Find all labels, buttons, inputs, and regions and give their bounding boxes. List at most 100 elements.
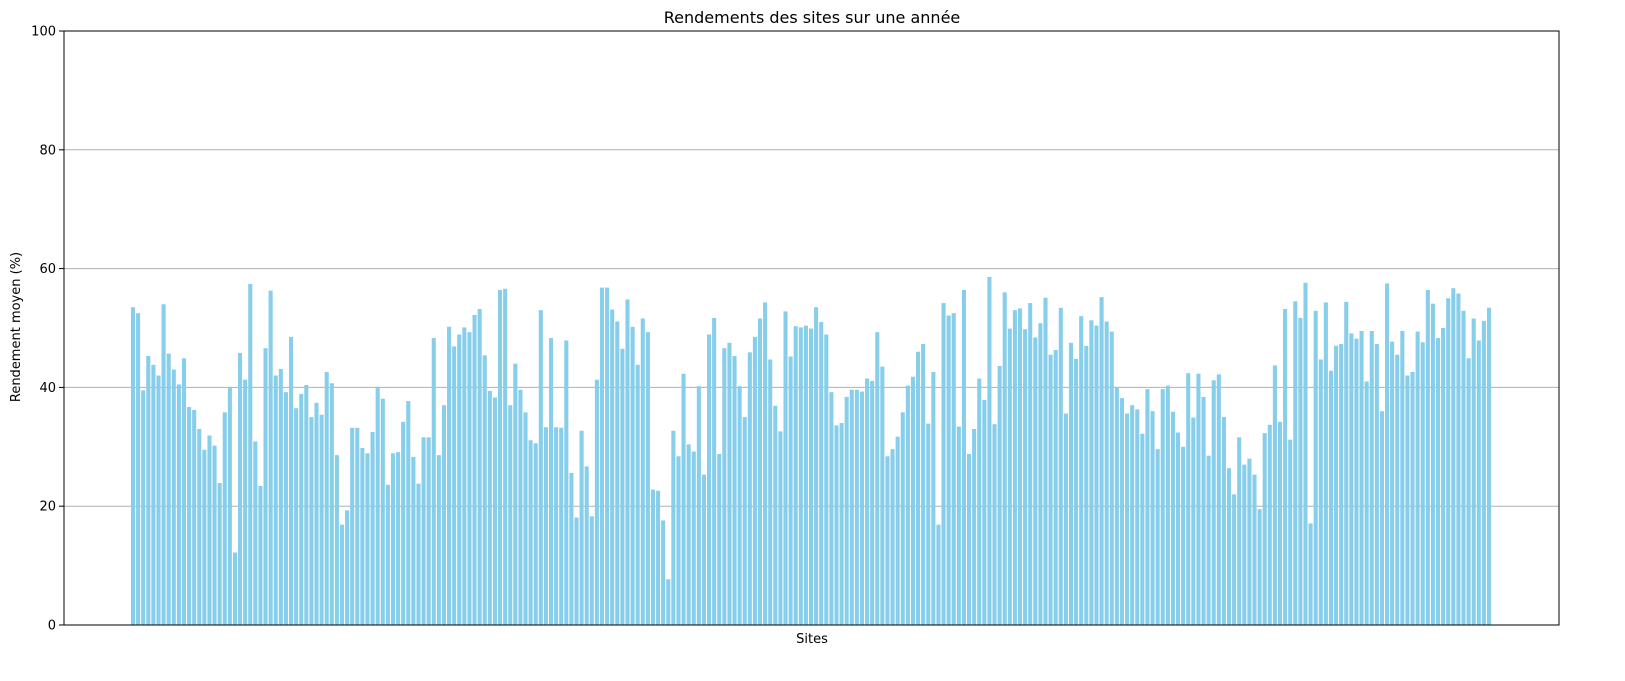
bar — [951, 313, 956, 625]
bar — [1339, 344, 1344, 625]
bar — [666, 579, 671, 625]
bar — [1104, 321, 1109, 625]
bar — [263, 348, 268, 625]
bar — [966, 453, 972, 625]
bar — [243, 379, 248, 625]
bar — [457, 334, 462, 625]
bar — [941, 303, 946, 625]
bar — [1150, 411, 1155, 625]
bar — [319, 414, 324, 625]
bar — [1130, 405, 1135, 625]
bar — [181, 358, 187, 625]
bar — [717, 453, 722, 625]
bar — [187, 407, 192, 625]
bar — [151, 364, 156, 625]
bar — [1293, 301, 1298, 625]
bar — [865, 378, 870, 625]
bar — [411, 456, 416, 625]
bar — [982, 399, 987, 625]
bar — [232, 552, 237, 625]
bar — [972, 428, 977, 625]
bar — [645, 332, 650, 625]
bar — [829, 392, 834, 625]
bar — [1125, 413, 1130, 625]
bar — [212, 445, 217, 625]
bar — [482, 355, 487, 625]
bar — [1466, 358, 1471, 625]
bar — [217, 483, 222, 625]
bar — [1170, 411, 1175, 625]
bar — [712, 317, 717, 625]
y-axis-label: Rendement moyen (%) — [9, 252, 24, 402]
bar — [492, 397, 497, 625]
bar — [1379, 411, 1384, 625]
bar — [1058, 307, 1063, 625]
bar — [1323, 302, 1328, 625]
bar — [1216, 374, 1221, 625]
bar — [1369, 330, 1374, 625]
bar — [1206, 455, 1211, 625]
bar — [1425, 289, 1430, 625]
bar — [1486, 307, 1492, 625]
bar — [696, 386, 701, 625]
bar — [610, 309, 615, 625]
bar — [788, 356, 793, 625]
bar — [742, 417, 747, 625]
bar — [508, 405, 513, 625]
bar — [447, 326, 452, 625]
bar — [1390, 341, 1395, 625]
bar — [691, 451, 696, 625]
bar — [681, 373, 686, 625]
bar — [339, 524, 345, 625]
bar — [345, 510, 350, 625]
bar — [1298, 317, 1303, 625]
bar — [350, 427, 355, 625]
bar — [854, 389, 859, 625]
bar — [1094, 325, 1099, 625]
bar — [166, 353, 171, 625]
bar — [1272, 365, 1277, 625]
bar — [156, 375, 161, 625]
bar — [1410, 371, 1415, 625]
bar — [1155, 449, 1160, 625]
bar — [523, 412, 528, 625]
bar — [1028, 303, 1033, 625]
bar — [1048, 354, 1053, 625]
bar — [171, 369, 176, 625]
bar — [1079, 316, 1084, 625]
bar — [752, 336, 757, 625]
bar — [1038, 323, 1043, 625]
bar — [1277, 421, 1283, 625]
bar — [1476, 340, 1481, 625]
bar — [273, 375, 278, 625]
bar — [227, 386, 232, 625]
bar — [299, 393, 304, 625]
bar — [1068, 342, 1074, 625]
bar — [1430, 303, 1435, 625]
bar — [1283, 308, 1288, 625]
bar — [676, 456, 681, 625]
bar — [1400, 330, 1405, 625]
bar — [467, 332, 472, 625]
bar — [783, 311, 788, 625]
bar — [1451, 288, 1456, 625]
bar — [1211, 380, 1216, 625]
y-tick-label: 40 — [39, 381, 56, 396]
bar — [1288, 439, 1293, 625]
bar — [141, 390, 146, 625]
bar — [1328, 370, 1334, 625]
y-tick-label: 100 — [31, 25, 56, 40]
bar — [630, 326, 635, 625]
bar — [1262, 433, 1267, 625]
bar — [238, 352, 243, 625]
bar — [1226, 468, 1232, 625]
bar — [1109, 331, 1114, 625]
bar — [1435, 338, 1441, 625]
bar — [584, 466, 589, 625]
plot-frame — [63, 30, 1560, 626]
bar — [533, 443, 538, 625]
bar — [1308, 523, 1313, 625]
bar — [1481, 320, 1486, 625]
